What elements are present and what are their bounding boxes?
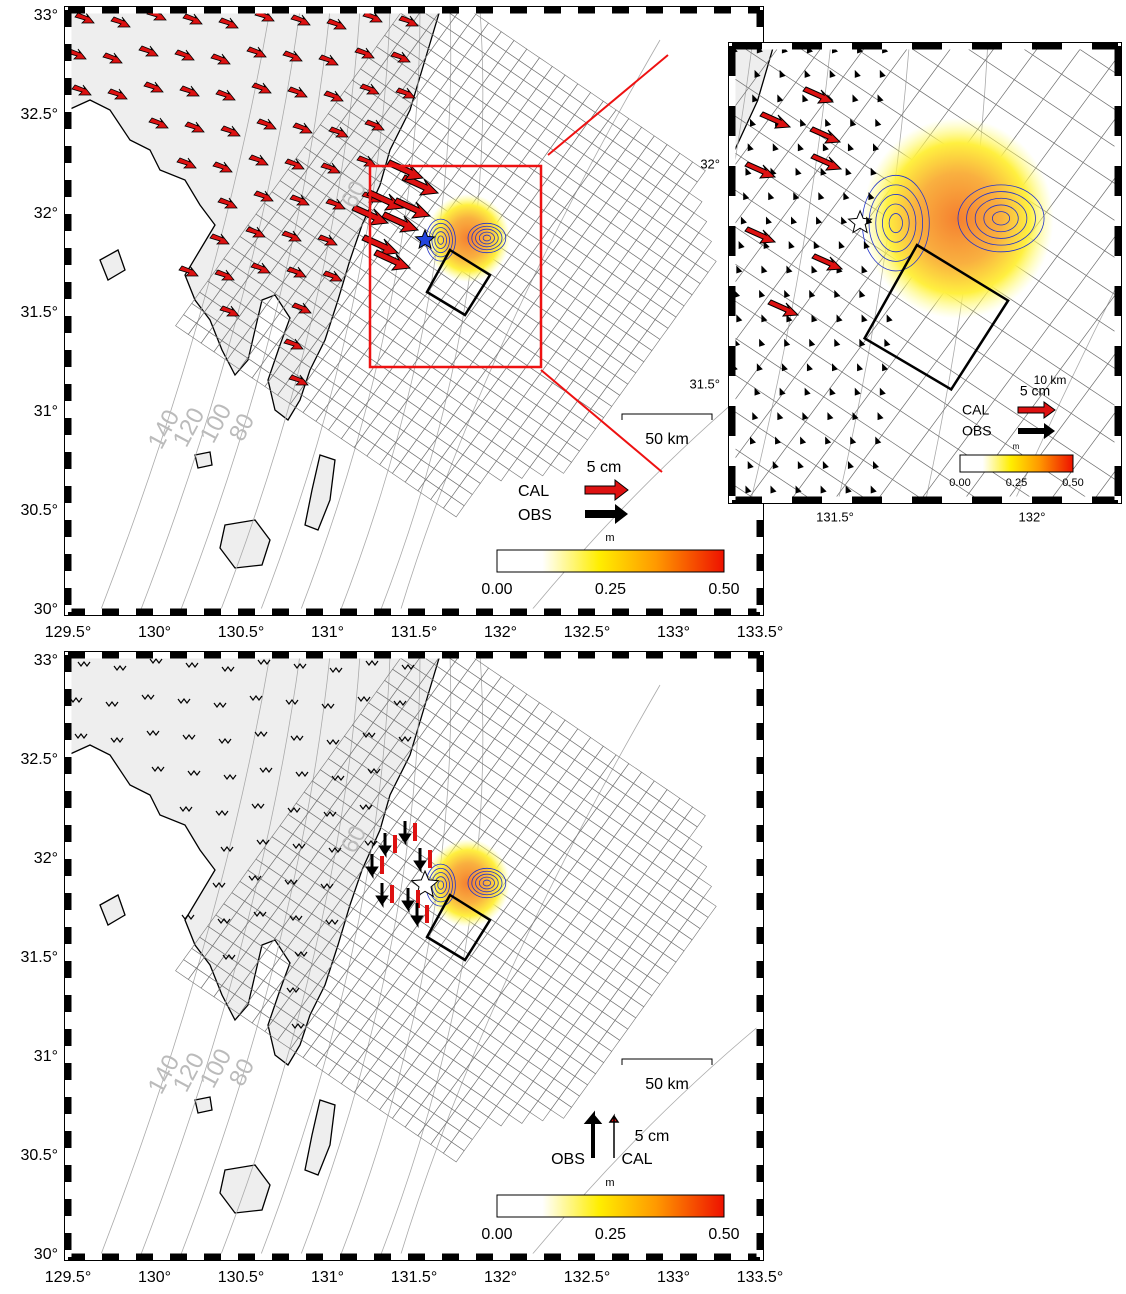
lon-label: 131° (311, 1269, 344, 1286)
colorbar-tick: 0.50 (708, 1226, 739, 1243)
lon-label: 132° (484, 624, 517, 641)
colorbar (960, 455, 1073, 472)
lon-label: 132.5° (564, 624, 610, 641)
colorbar-tick: 0.25 (595, 1226, 626, 1243)
lat-label: 32° (34, 850, 58, 867)
lon-label: 129.5° (45, 1269, 91, 1286)
trench-line (1099, 534, 1126, 1050)
lon-label: 129.5° (45, 624, 91, 641)
scale-label: 50 km (645, 1076, 689, 1093)
legend-size: 5 cm (587, 459, 622, 476)
lat-label: 30.5° (20, 1147, 58, 1164)
lon-label: 133.5° (737, 624, 783, 641)
lat-label: 32° (34, 205, 58, 222)
lon-label: 132° (484, 1269, 517, 1286)
colorbar-unit: m (605, 1177, 614, 1189)
lon-label: 133.5° (737, 1269, 783, 1286)
legend-size: 5 cm (1020, 383, 1050, 399)
lat-label: 31° (34, 403, 58, 420)
lon-label: 131.5° (816, 509, 854, 524)
legend-obs: OBS (518, 507, 552, 524)
top-map (67, 0, 760, 612)
lat-label: 30.5° (20, 502, 58, 519)
lat-label: 32.5° (20, 751, 58, 768)
land (195, 452, 212, 468)
colorbar-tick: 0.00 (949, 477, 970, 489)
legend-obs: OBS (962, 423, 992, 439)
colorbar-tick: 0.50 (708, 581, 739, 598)
bottom-map (68, 633, 760, 1257)
colorbar-tick: 0.00 (481, 1226, 512, 1243)
lat-label: 30° (34, 601, 58, 618)
land (195, 1097, 212, 1113)
colorbar-tick: 0.50 (1062, 477, 1083, 489)
scale-label: 50 km (645, 431, 689, 448)
colorbar-unit: m (1013, 442, 1020, 451)
legend-size: 5 cm (635, 1128, 670, 1145)
lat-label: 30° (34, 1246, 58, 1263)
lon-label: 132.5° (564, 1269, 610, 1286)
lat-label: 31° (34, 1048, 58, 1065)
figure: 33° 32.5° 32° 31.5° 31° 30.5° 30° 129.5° 130° 130… (0, 0, 1126, 1289)
lat-label: 31.5° (20, 949, 58, 966)
colorbar (497, 1195, 724, 1217)
colorbar (497, 550, 724, 572)
lat-label: 33° (34, 7, 58, 24)
colorbar-tick: 0.25 (595, 581, 626, 598)
legend-obs: OBS (551, 1151, 585, 1168)
lat-label: 31.5° (689, 376, 720, 391)
lon-label: 132° (1019, 509, 1046, 524)
colorbar-tick: 0.00 (481, 581, 512, 598)
lon-label: 133° (657, 1269, 690, 1286)
colorbar-unit: m (605, 532, 614, 544)
lon-label: 130° (138, 1269, 171, 1286)
lon-label: 133° (657, 624, 690, 641)
lon-label: 130.5° (218, 1269, 264, 1286)
lat-label: 32° (700, 156, 720, 171)
colorbar-tick: 0.25 (1006, 477, 1027, 489)
lat-label: 33° (34, 652, 58, 669)
legend-cal: CAL (962, 402, 989, 418)
legend-cal: CAL (621, 1151, 652, 1168)
lon-label: 131.5° (391, 1269, 437, 1286)
lon-label: 130.5° (218, 624, 264, 641)
lon-label: 131.5° (391, 624, 437, 641)
lat-label: 31.5° (20, 304, 58, 321)
lon-label: 130° (138, 624, 171, 641)
lon-label: 131° (311, 624, 344, 641)
lat-label: 32.5° (20, 106, 58, 123)
legend-cal: CAL (518, 483, 549, 500)
